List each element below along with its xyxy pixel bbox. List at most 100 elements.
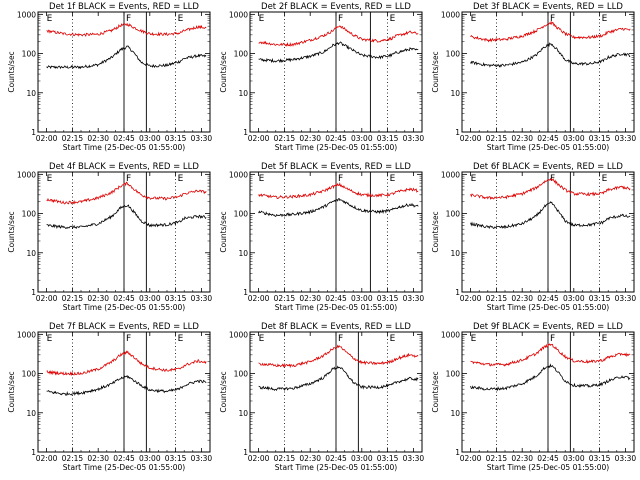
x-tick-label: 02:45: [113, 294, 135, 303]
series-line-events: [258, 41, 419, 64]
interval-label: E: [390, 14, 396, 24]
x-tick-label: 03:15: [165, 134, 187, 143]
y-tick-label: 10: [238, 89, 248, 98]
y-tick-label: 1: [243, 288, 248, 297]
panel-7: Det 7f BLACK = Events, RED = LLD E F E 02:00…: [7, 322, 212, 472]
interval-label: E: [259, 174, 265, 184]
x-tick-label: 02:00: [248, 134, 270, 143]
y-tick-label: 10: [26, 89, 36, 98]
y-tick-label: 1: [243, 448, 248, 457]
x-axis-title: Start Time (25-Dec-05 01:55:00): [487, 303, 609, 312]
x-tick-label: 03:15: [377, 454, 399, 463]
x-tick-label: 03:30: [403, 294, 425, 303]
panel-3: Det 3f BLACK = Events, RED = LLD E F E 02:00…: [431, 2, 636, 152]
y-tick-label: 1000: [17, 10, 36, 19]
x-tick-label: 02:15: [62, 454, 84, 463]
y-tick-label: 10: [238, 409, 248, 418]
interval-label: E: [390, 174, 396, 184]
interval-label: E: [178, 334, 184, 344]
x-axis-title: Start Time (25-Dec-05 01:55:00): [275, 303, 397, 312]
interval-label: E: [471, 334, 477, 344]
x-tick-label: 02:00: [460, 294, 482, 303]
series-line-lld: [46, 181, 207, 205]
x-tick-label: 02:00: [460, 454, 482, 463]
y-tick-label: 100: [446, 50, 461, 59]
x-tick-label: 03:30: [403, 134, 425, 143]
y-tick-label: 1: [31, 448, 36, 457]
interval-label: E: [259, 14, 265, 24]
x-tick-label: 03:30: [615, 134, 637, 143]
y-axis-title: Counts/sec: [7, 211, 16, 252]
series-line-lld: [470, 20, 631, 43]
x-axis-title: Start Time (25-Dec-05 01:55:00): [275, 463, 397, 472]
interval-label: F: [550, 334, 555, 344]
y-tick-label: 1000: [17, 330, 36, 339]
series-line-events: [258, 365, 419, 392]
x-tick-label: 03:00: [563, 134, 585, 143]
y-tick-label: 1: [243, 128, 248, 137]
x-axis-title: Start Time (25-Dec-05 01:55:00): [487, 143, 609, 152]
x-tick-label: 02:45: [325, 294, 347, 303]
y-tick-label: 10: [450, 249, 460, 258]
x-tick-label: 02:15: [62, 134, 84, 143]
x-tick-label: 02:00: [248, 294, 270, 303]
x-axis-title: Start Time (25-Dec-05 01:55:00): [63, 463, 185, 472]
interval-label: E: [471, 174, 477, 184]
panel-title: Det 4f BLACK = Events, RED = LLD: [49, 162, 199, 172]
interval-label: F: [338, 334, 343, 344]
y-tick-label: 1000: [441, 330, 460, 339]
y-axis-title: Counts/sec: [431, 211, 440, 252]
y-tick-label: 1: [455, 128, 460, 137]
x-tick-label: 02:15: [486, 454, 508, 463]
panel-4: Det 4f BLACK = Events, RED = LLD E F E 02:00…: [7, 162, 212, 312]
interval-label: E: [259, 334, 265, 344]
interval-label: E: [602, 174, 608, 184]
x-tick-label: 03:15: [165, 454, 187, 463]
interval-label: F: [126, 174, 131, 184]
y-tick-label: 1000: [17, 170, 36, 179]
y-tick-label: 100: [234, 50, 249, 59]
series-line-events: [470, 201, 631, 230]
y-tick-label: 10: [450, 409, 460, 418]
interval-label: F: [338, 14, 343, 24]
x-tick-label: 02:45: [537, 454, 559, 463]
y-tick-label: 1: [455, 448, 460, 457]
y-axis-title: Counts/sec: [219, 51, 228, 92]
y-tick-label: 1000: [229, 170, 248, 179]
x-tick-label: 02:45: [113, 454, 135, 463]
x-tick-label: 03:30: [191, 134, 213, 143]
interval-label: E: [602, 14, 608, 24]
panel-9: Det 9f BLACK = Events, RED = LLD E F E 02:00…: [431, 322, 636, 472]
x-tick-label: 03:30: [191, 294, 213, 303]
x-tick-label: 02:30: [299, 134, 321, 143]
y-axis-title: Counts/sec: [219, 371, 228, 412]
x-tick-label: 03:00: [563, 294, 585, 303]
y-axis-title: Counts/sec: [219, 211, 228, 252]
panel-title: Det 3f BLACK = Events, RED = LLD: [473, 2, 623, 12]
x-tick-label: 03:00: [563, 454, 585, 463]
x-tick-label: 02:00: [36, 294, 58, 303]
series-line-lld: [470, 343, 631, 367]
interval-label: F: [126, 334, 131, 344]
panel-title: Det 6f BLACK = Events, RED = LLD: [473, 162, 623, 172]
x-tick-label: 03:15: [165, 294, 187, 303]
y-tick-label: 1000: [441, 10, 460, 19]
interval-label: F: [550, 174, 555, 184]
x-tick-label: 02:30: [511, 454, 533, 463]
y-tick-label: 100: [234, 210, 249, 219]
x-tick-label: 03:00: [139, 134, 161, 143]
series-line-events: [46, 45, 207, 70]
x-tick-label: 02:30: [87, 294, 109, 303]
y-tick-label: 1000: [441, 170, 460, 179]
y-axis-title: Counts/sec: [431, 371, 440, 412]
x-tick-label: 02:15: [274, 134, 296, 143]
y-tick-label: 1: [31, 288, 36, 297]
series-line-events: [258, 197, 419, 218]
panel-6: Det 6f BLACK = Events, RED = LLD E F E 02:00…: [431, 162, 636, 312]
y-tick-label: 100: [22, 50, 37, 59]
panel-8: Det 8f BLACK = Events, RED = LLD E F E 02:00…: [219, 322, 424, 472]
y-tick-label: 100: [234, 370, 249, 379]
panel-title: Det 9f BLACK = Events, RED = LLD: [473, 322, 623, 332]
panel-title: Det 7f BLACK = Events, RED = LLD: [49, 322, 199, 332]
